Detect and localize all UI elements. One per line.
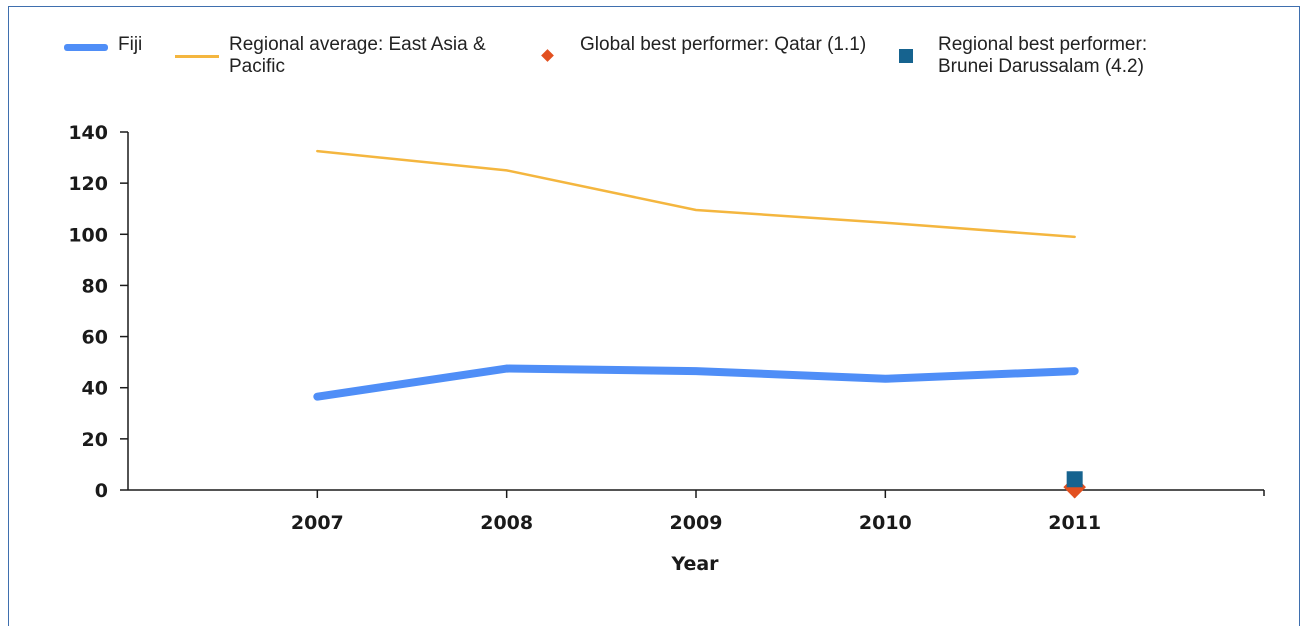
x-tick-label: 2007 bbox=[291, 512, 344, 534]
x-tick-label: 2008 bbox=[480, 512, 533, 534]
series-layer bbox=[313, 149, 1086, 499]
legend-label-regional-best: Regional best performer: Brunei Darussal… bbox=[938, 34, 1153, 77]
series-line-fiji bbox=[313, 364, 1079, 401]
legend-swatch-regional-average bbox=[175, 55, 219, 58]
legend-label-global-best: Global best performer: Qatar (1.1) bbox=[580, 34, 867, 55]
chart-frame bbox=[8, 6, 1300, 626]
y-tick-label: 140 bbox=[68, 122, 108, 144]
y-tick-label: 100 bbox=[68, 224, 108, 246]
legend-label-regional-average: Regional average: East Asia & Pacific bbox=[229, 34, 491, 77]
y-tick-label: 0 bbox=[95, 480, 108, 502]
legend-label-fiji: Fiji bbox=[118, 34, 143, 55]
y-tick-label: 20 bbox=[82, 429, 108, 451]
axes: 0 20 40 60 80 100 120 140 2007 2008 2009 2010 2011 bbox=[68, 122, 1265, 534]
y-tick-label: 60 bbox=[82, 327, 108, 349]
y-tick-label: 40 bbox=[82, 378, 108, 400]
y-tick-label: 120 bbox=[68, 173, 108, 195]
x-tick-label: 2010 bbox=[859, 512, 912, 534]
x-axis-title: Year bbox=[670, 553, 719, 575]
chart-plot: 0 20 40 60 80 100 120 140 2007 2008 2009 2010 2011 Y… bbox=[68, 122, 1265, 575]
x-tick-label: 2011 bbox=[1048, 512, 1101, 534]
legend-swatch-fiji bbox=[64, 44, 108, 51]
marker-regional-best-brunei bbox=[1066, 471, 1083, 488]
series-line-regional-average bbox=[316, 149, 1076, 239]
x-tick-label: 2009 bbox=[670, 512, 723, 534]
y-tick-label: 80 bbox=[82, 275, 108, 297]
legend-swatch-regional-best bbox=[899, 49, 913, 63]
